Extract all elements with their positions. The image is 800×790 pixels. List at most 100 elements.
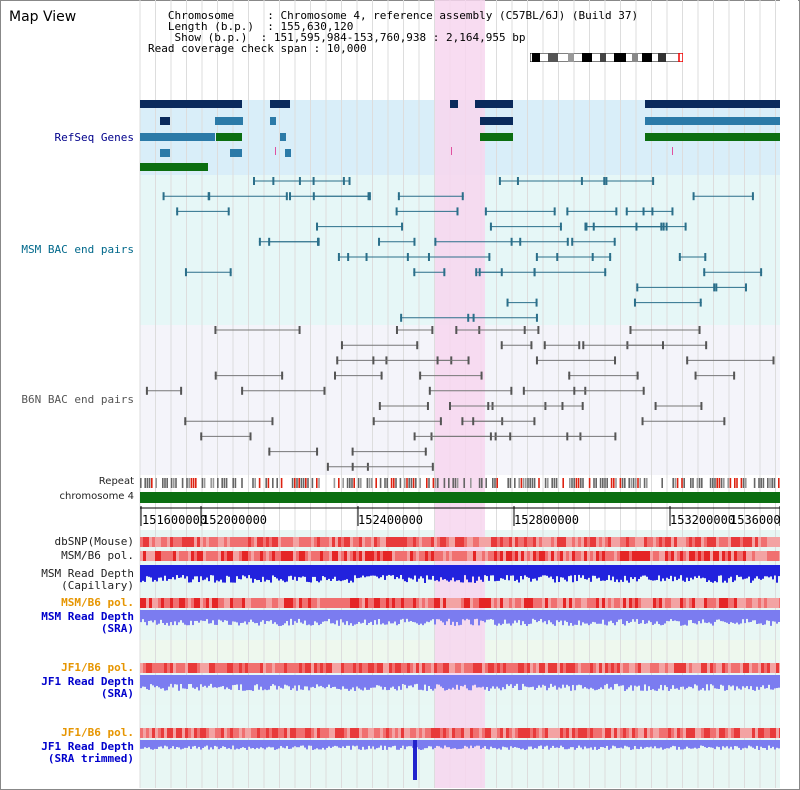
- msm-depth-capillary-bar: [194, 565, 196, 577]
- jf1-depth-trimmed-bar: [716, 740, 718, 747]
- jf1-depth-trimmed-bar: [756, 740, 758, 746]
- jf1-depth-sra-bar: [670, 675, 672, 689]
- jf1-depth-trimmed-bar: [620, 740, 622, 748]
- dbsnp-bar: [629, 537, 632, 547]
- msm-b6-pol-bar-2: [389, 598, 392, 608]
- track-label-chromosome[interactable]: chromosome 4: [59, 491, 134, 502]
- repeat-element: [371, 478, 373, 488]
- jf1-depth-sra-bar: [366, 675, 368, 690]
- track-label-jf1-depth-sra[interactable]: JF1 Read Depth: [41, 675, 134, 688]
- repeat-element: [368, 478, 371, 488]
- track-label-msm-b6-pol-2[interactable]: MSM/B6 pol.: [61, 596, 134, 609]
- msm-depth-sra-bar: [188, 610, 190, 626]
- dbsnp-bar: [347, 537, 350, 547]
- msm-depth-sra-bar: [650, 610, 652, 623]
- msm-b6-pol-bar: [467, 551, 470, 561]
- jf1-b6-pol-bar: [668, 663, 671, 673]
- msm-depth-sra-bar: [144, 610, 146, 623]
- track-label-repeat[interactable]: Repeat: [98, 476, 134, 487]
- jf1-b6-pol-bar: [413, 663, 416, 673]
- msm-b6-pol-bar: [170, 551, 173, 561]
- msm-depth-capillary-bar: [344, 565, 346, 580]
- jf1-depth-trimmed-bar: [586, 740, 588, 749]
- msm-b6-pol-bar: [758, 551, 761, 561]
- jf1-b6-pol-bar-2: [215, 728, 218, 738]
- jf1-b6-pol-bar: [359, 663, 362, 673]
- msm-b6-pol-bar: [713, 551, 716, 561]
- jf1-b6-pol-bar: [191, 663, 194, 673]
- jf1-depth-trimmed-bar: [394, 740, 396, 746]
- jf1-depth-sra-bar: [618, 675, 620, 687]
- jf1-depth-sra-bar: [476, 675, 478, 688]
- msm-b6-pol-bar-2: [479, 598, 482, 608]
- track-label-msm-b6-pol-1[interactable]: MSM/B6 pol.: [61, 549, 134, 562]
- msm-depth-sra-bar: [534, 610, 536, 620]
- msm-depth-sra-bar: [404, 610, 406, 623]
- jf1-depth-trimmed-bar: [242, 740, 244, 748]
- jf1-b6-pol-bar: [554, 663, 557, 673]
- msm-depth-sra-bar: [232, 610, 234, 622]
- msm-depth-sra-bar: [682, 610, 684, 626]
- repeat-element: [610, 478, 613, 488]
- jf1-b6-pol-bar-2: [245, 728, 248, 738]
- jf1-b6-pol-bar-2: [389, 728, 392, 738]
- msm-depth-sra-bar: [176, 610, 178, 626]
- track-label-msm-depth-sra[interactable]: MSM Read Depth: [41, 610, 134, 623]
- msm-depth-sra-bar: [276, 610, 278, 625]
- dbsnp-bar: [668, 537, 671, 547]
- msm-depth-capillary-bar: [512, 565, 514, 576]
- jf1-depth-trimmed-bar: [372, 740, 374, 747]
- page-title: Map View: [9, 9, 77, 25]
- dbsnp-bar: [602, 537, 605, 547]
- track-label-dbsnp[interactable]: dbSNP(Mouse): [54, 535, 134, 548]
- msm-depth-capillary-bar: [334, 565, 336, 577]
- msm-bac-end: [703, 268, 706, 277]
- jf1-b6-pol-bar-2: [383, 728, 386, 738]
- dbsnp-bar: [539, 537, 542, 547]
- jf1-depth-trimmed-bar: [582, 740, 584, 750]
- jf1-b6-pol-bar-2: [716, 728, 719, 738]
- vertical-scrollbar[interactable]: [780, 0, 798, 788]
- msm-depth-capillary-bar: [652, 565, 654, 581]
- jf1-depth-sra-bar: [182, 675, 184, 689]
- msm-b6-pol-bar-2: [245, 598, 248, 608]
- msm-depth-sra-bar: [294, 610, 296, 622]
- track-label-msm-bac[interactable]: MSM BAC end pairs: [21, 243, 134, 256]
- msm-depth-sra-bar: [382, 610, 384, 624]
- track-label-jf1-b6-pol-1[interactable]: JF1/B6 pol.: [61, 661, 134, 674]
- msm-depth-sra-bar: [314, 610, 316, 622]
- track-label-jf1-b6-pol-2[interactable]: JF1/B6 pol.: [61, 726, 134, 739]
- repeat-element: [434, 478, 437, 488]
- jf1-b6-pol-bar: [296, 663, 299, 673]
- jf1-depth-trimmed-bar: [428, 740, 430, 747]
- dbsnp-bar: [584, 537, 587, 547]
- msm-b6-pol-bar: [488, 551, 491, 561]
- jf1-depth-trimmed-bar: [504, 740, 506, 748]
- jf1-depth-sra-bar: [294, 675, 296, 686]
- repeat-element: [443, 478, 446, 488]
- dbsnp-bar: [569, 537, 572, 547]
- track-label-msm-depth-cap[interactable]: MSM Read Depth: [41, 567, 134, 580]
- chromosome-ideogram[interactable]: [530, 53, 683, 62]
- msm-depth-capillary-bar: [598, 565, 600, 578]
- msm-depth-sra-bar: [372, 610, 374, 625]
- track-label-refseq[interactable]: RefSeq Genes: [54, 131, 134, 144]
- msm-bac-end: [400, 313, 403, 322]
- dbsnp-bar: [491, 537, 494, 547]
- track-label-b6n-bac[interactable]: B6N BAC end pairs: [21, 393, 134, 406]
- repeat-element: [639, 478, 641, 488]
- msm-depth-capillary-bar: [544, 565, 546, 576]
- jf1-depth-sra-bar: [274, 675, 276, 686]
- jf1-depth-sra-bar: [394, 675, 396, 689]
- msm-depth-sra-bar: [494, 610, 496, 625]
- msm-depth-capillary-bar: [300, 565, 302, 578]
- jf1-depth-trimmed-bar: [318, 740, 320, 750]
- b6n-bac-end: [480, 371, 483, 380]
- track-label-jf1-depth-trim[interactable]: JF1 Read Depth: [41, 740, 134, 753]
- msm-depth-sra-bar: [470, 610, 472, 625]
- msm-depth-sra-bar: [628, 610, 630, 623]
- jf1-depth-sra-bar: [412, 675, 414, 688]
- dbsnp-bar: [500, 537, 503, 547]
- msm-depth-capillary-bar: [340, 565, 342, 582]
